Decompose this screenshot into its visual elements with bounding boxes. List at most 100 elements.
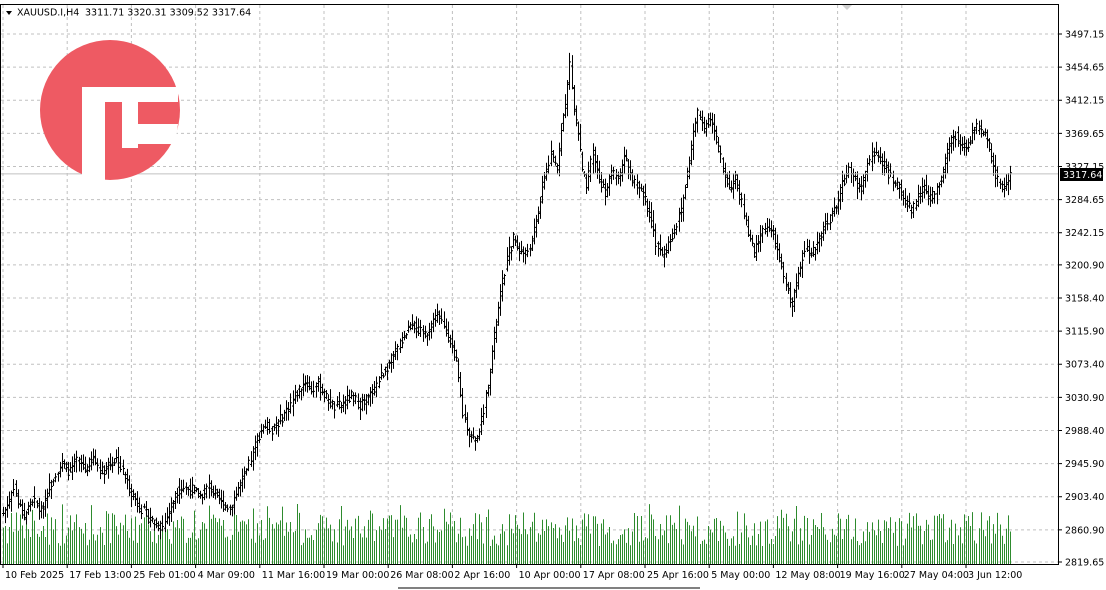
price-bar xyxy=(130,483,133,508)
price-bar xyxy=(252,446,255,471)
price-bar xyxy=(96,458,99,472)
price-bar xyxy=(826,212,829,231)
price-bar xyxy=(992,152,995,176)
price-bar xyxy=(724,162,727,188)
price-bar xyxy=(214,485,217,500)
time-axis: 10 Feb 2025 17 Feb 13:00 25 Feb 01:00 4 Mar… xyxy=(2,564,1022,581)
y-tick-label: 2819.65 xyxy=(1065,558,1104,569)
price-bar xyxy=(973,126,976,141)
price-bar xyxy=(665,243,668,258)
price-bar xyxy=(415,316,418,339)
price-bar xyxy=(329,389,332,409)
price-bar xyxy=(401,332,404,349)
price-bar xyxy=(399,338,402,354)
price-bar xyxy=(808,239,811,264)
price-bar xyxy=(770,220,773,238)
price-bar xyxy=(799,261,802,277)
y-tick-label: 3115.90 xyxy=(1065,327,1104,338)
price-bar xyxy=(174,490,177,510)
price-bar xyxy=(986,129,989,149)
dropdown-triangle-icon[interactable] xyxy=(6,11,12,15)
price-bar xyxy=(258,432,261,444)
price-bar xyxy=(203,484,206,501)
price-bar xyxy=(602,179,605,188)
y-tick-label: 3242.15 xyxy=(1065,228,1104,239)
price-bar xyxy=(738,180,741,205)
price-bar xyxy=(552,150,555,163)
price-bar xyxy=(860,176,863,201)
price-bar xyxy=(143,503,146,509)
price-bar xyxy=(210,480,213,497)
price-bar xyxy=(967,138,970,152)
price-bar xyxy=(789,282,792,308)
price-bar xyxy=(539,196,542,219)
price-bar xyxy=(111,456,114,473)
price-bar xyxy=(308,376,311,391)
price-bar xyxy=(369,386,372,407)
price-bar xyxy=(361,393,364,412)
price-bar xyxy=(155,517,158,529)
price-bar xyxy=(243,466,246,489)
price-bar xyxy=(908,192,911,209)
price-bar xyxy=(33,486,36,508)
y-tick-label: 3369.65 xyxy=(1065,129,1104,140)
price-bar xyxy=(296,390,299,402)
price-bar xyxy=(119,456,122,473)
price-bar xyxy=(906,195,909,212)
current-price-label: 3317.64 xyxy=(1063,170,1102,181)
price-bar xyxy=(772,224,775,240)
price-bar xyxy=(1003,177,1006,198)
price-bar xyxy=(101,461,104,475)
price-bar xyxy=(596,155,599,179)
price-bar xyxy=(476,434,479,443)
price-bar xyxy=(640,183,643,192)
price-bar xyxy=(631,169,634,187)
price-bar xyxy=(36,500,39,509)
price-bar xyxy=(478,428,481,441)
price-bar xyxy=(516,235,519,251)
price-bar xyxy=(197,487,200,499)
price-bar xyxy=(625,149,628,162)
y-tick-label: 3327.15 xyxy=(1065,162,1104,173)
x-tick-label: 17 Apr 08:00 xyxy=(583,570,645,581)
price-bar xyxy=(873,147,876,164)
price-bar xyxy=(761,225,764,244)
price-bar xyxy=(652,210,655,237)
price-bar xyxy=(350,389,353,400)
price-bar xyxy=(994,154,997,188)
price-bar xyxy=(27,501,30,516)
price-bar xyxy=(780,253,783,270)
y-tick-label: 3158.40 xyxy=(1065,294,1104,305)
price-bar xyxy=(835,205,838,215)
price-bar xyxy=(54,473,57,483)
y-tick-label: 3073.40 xyxy=(1065,360,1104,371)
price-bar xyxy=(929,186,932,207)
price-bar xyxy=(894,180,897,188)
price-bar xyxy=(646,198,649,217)
price-bar xyxy=(843,174,846,187)
y-tick-label: 2903.40 xyxy=(1065,492,1104,503)
price-bar xyxy=(19,499,22,508)
price-bar xyxy=(575,105,578,127)
price-bar xyxy=(12,478,15,497)
x-tick-label: 5 May 00:00 xyxy=(711,570,770,581)
price-bar xyxy=(128,475,131,497)
price-bar xyxy=(205,483,208,499)
price-bar xyxy=(604,178,607,206)
price-bar xyxy=(623,146,626,174)
price-bar xyxy=(304,375,307,392)
price-bar xyxy=(818,232,821,253)
price-bar xyxy=(910,204,913,219)
price-bar xyxy=(868,155,871,166)
price-bar xyxy=(520,240,523,255)
price-bar xyxy=(696,107,699,133)
price-bar xyxy=(82,454,85,471)
price-bar xyxy=(466,412,469,436)
price-bar xyxy=(984,128,987,137)
price-bar xyxy=(621,159,624,182)
price-bar xyxy=(524,247,527,265)
price-bar xyxy=(537,206,540,225)
price-bar xyxy=(759,224,762,252)
